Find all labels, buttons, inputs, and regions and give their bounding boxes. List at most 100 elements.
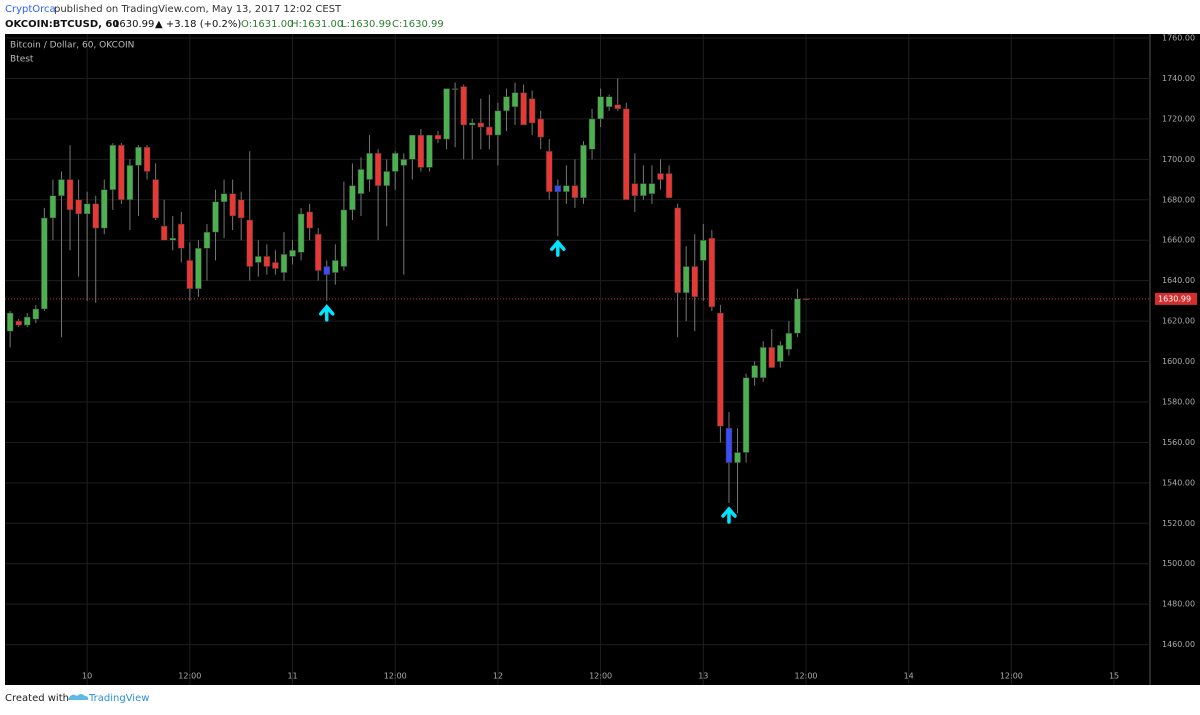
- y-tick-label: 1740.00: [1162, 74, 1195, 83]
- y-tick-label: 1500.00: [1162, 559, 1195, 568]
- x-tick-label: 10: [82, 672, 92, 681]
- y-tick-label: 1600.00: [1162, 357, 1195, 366]
- candle-body: [426, 134, 433, 168]
- candle-body: [511, 92, 519, 108]
- x-tick-label: 12:00: [794, 672, 817, 681]
- candle-body: [768, 347, 776, 368]
- candle-body: [357, 169, 365, 194]
- candle-body: [571, 185, 579, 199]
- candle-body: [391, 153, 399, 172]
- x-tick-label: 14: [904, 672, 914, 681]
- candle-body: [83, 203, 91, 215]
- candle-body: [802, 298, 810, 301]
- candle-body: [794, 298, 801, 334]
- x-tick-label: 12:00: [589, 672, 612, 681]
- signal-arrow: [721, 506, 737, 524]
- last-price-label: 1630.99: [1158, 294, 1191, 303]
- candle-body: [554, 185, 562, 192]
- candle-body: [255, 256, 262, 263]
- y-tick-label: 1760.00: [1162, 34, 1195, 43]
- candle-body: [229, 193, 236, 217]
- candle-body: [777, 345, 784, 362]
- candle-body: [477, 122, 485, 128]
- candle-body: [759, 347, 767, 378]
- x-tick-label: 11: [287, 672, 297, 681]
- candle-body: [126, 165, 134, 201]
- candle-body: [135, 146, 142, 166]
- candle-body: [451, 88, 459, 90]
- candle-body: [623, 108, 630, 201]
- tv-logo: [68, 694, 89, 700]
- y-tick-label: 1720.00: [1162, 114, 1195, 123]
- y-tick-label: 1580.00: [1162, 397, 1195, 406]
- last: 1630.99: [113, 19, 154, 30]
- candle-body: [41, 217, 48, 310]
- candle-body: [682, 266, 690, 294]
- candle-body: [237, 199, 245, 219]
- last-price-box: [1155, 292, 1197, 305]
- y-tick-label: 1640.00: [1162, 276, 1195, 285]
- candle-body: [674, 207, 681, 294]
- candle-body: [631, 183, 639, 196]
- candle-body: [212, 201, 219, 233]
- candle-body: [580, 144, 587, 199]
- candle-body: [785, 332, 793, 350]
- candle-body: [314, 233, 322, 271]
- ohlc: H:1631.00: [291, 19, 343, 30]
- candle-body: [460, 86, 467, 126]
- candle-body: [220, 193, 228, 203]
- candle-body: [691, 266, 698, 298]
- candle-body: [528, 98, 536, 124]
- ohlc: O:1631.00: [241, 19, 293, 30]
- candle-body: [546, 151, 553, 192]
- y-tick-label: 1620.00: [1162, 317, 1195, 326]
- candle-body: [15, 320, 22, 326]
- candle-body: [657, 173, 664, 180]
- published: published on TradingView.com, May 13, 20…: [54, 4, 342, 15]
- signal-arrow: [550, 239, 566, 257]
- candle-body: [24, 316, 31, 326]
- candle-body: [648, 183, 656, 194]
- y-tick-label: 1680.00: [1162, 195, 1195, 204]
- candle-body: [434, 134, 442, 140]
- candle-body: [143, 146, 151, 172]
- candle-body: [520, 92, 527, 126]
- y-tick-label: 1520.00: [1162, 519, 1195, 528]
- y-tick-label: 1460.00: [1162, 640, 1195, 649]
- candle-body: [717, 312, 724, 427]
- candle-body: [272, 262, 279, 269]
- candle-body: [665, 173, 673, 199]
- author[interactable]: CryptOrca: [5, 4, 56, 15]
- candle-body: [118, 144, 125, 201]
- candle-body: [614, 104, 621, 110]
- candle-body: [400, 159, 408, 166]
- footer-brand[interactable]: TradingView: [88, 693, 149, 704]
- x-tick-label: 12:00: [1000, 672, 1023, 681]
- candle-body: [109, 144, 117, 190]
- candle-body: [178, 223, 185, 249]
- x-tick-label: 13: [698, 672, 708, 681]
- y-tick-label: 1480.00: [1162, 600, 1195, 609]
- candle-body: [49, 195, 57, 219]
- candle-body: [297, 213, 305, 253]
- x-tick-label: 15: [1109, 672, 1119, 681]
- candle-body: [366, 153, 373, 180]
- candle-body: [374, 153, 382, 186]
- indicator: Btest: [10, 55, 34, 65]
- change: ▲ +3.18 (+0.2%): [155, 19, 241, 30]
- candle-body: [332, 260, 339, 273]
- candle-body: [186, 260, 194, 289]
- candle-body: [734, 452, 741, 463]
- candle-body: [101, 189, 108, 229]
- candle-body: [605, 96, 613, 108]
- candle-body: [700, 239, 707, 261]
- candle-body: [563, 185, 570, 192]
- y-tick-label: 1560.00: [1162, 438, 1195, 447]
- signal-arrow: [319, 304, 335, 322]
- footer-created: Created with: [5, 693, 69, 704]
- candle-body: [417, 134, 425, 168]
- candle-body: [246, 219, 253, 267]
- candle-body: [66, 179, 74, 211]
- symbol: OKCOIN:BTCUSD, 60: [5, 19, 119, 30]
- y-tick-label: 1540.00: [1162, 478, 1195, 487]
